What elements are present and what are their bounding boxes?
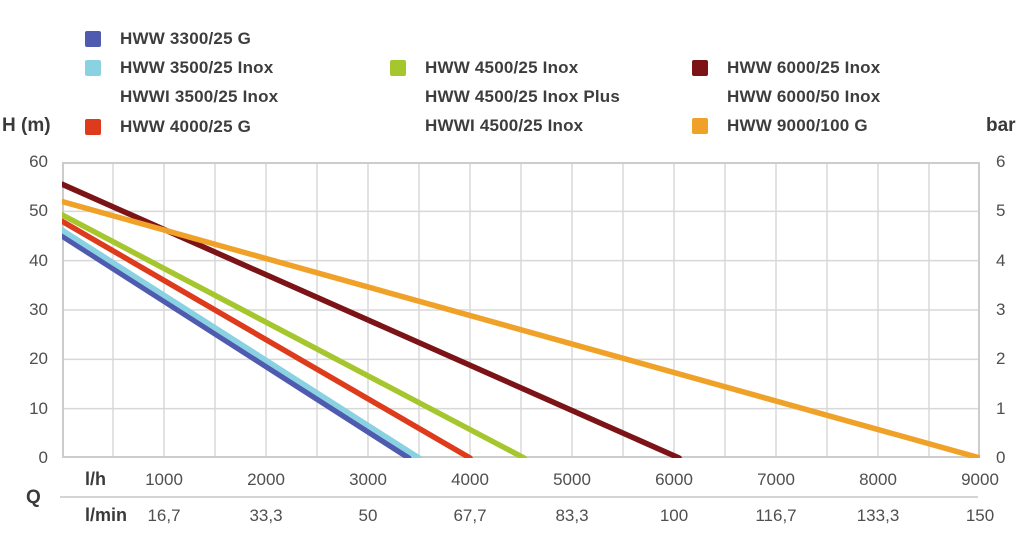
legend-swatch-spacer xyxy=(390,89,406,105)
legend-swatch xyxy=(692,59,708,76)
x-tick-lh-6000: 6000 xyxy=(655,470,693,489)
legend-item: HWW 6000/25 Inox xyxy=(692,57,881,77)
legend-swatch xyxy=(390,59,406,76)
x-tick-lh-7000: 7000 xyxy=(757,470,795,489)
legend-swatch xyxy=(692,118,708,135)
y-tick-m-30: 30 xyxy=(29,300,48,319)
legend-item: HWW 6000/50 Inox xyxy=(692,86,881,106)
plot-area xyxy=(62,162,980,458)
legend-item-label: HWWI 3500/25 Inox xyxy=(120,87,279,107)
series-line-hww-4000-25-g xyxy=(62,218,473,458)
legend-item: HWW 3300/25 G xyxy=(85,28,252,48)
x-tick-lmin-16,7: 16,7 xyxy=(147,506,181,525)
x-tick-lh-9000: 9000 xyxy=(961,470,999,489)
x-tick-lmin-83,3: 83,3 xyxy=(555,506,589,525)
x-axis-unit-lh: l/h xyxy=(85,469,106,489)
x-tick-lmin-150: 150 xyxy=(965,506,995,525)
y-tick-m-20: 20 xyxy=(29,349,48,369)
x-tick-lh-8000: 8000 xyxy=(859,470,897,489)
y-tick-bar-3: 3 xyxy=(996,300,1006,319)
x-tick-lh-3000: 3000 xyxy=(349,470,387,489)
x-tick-lmin-116,7: 116,7 xyxy=(755,506,797,525)
y-tick-m-10: 10 xyxy=(29,398,48,418)
x-axis-divider xyxy=(60,496,978,498)
legend-item-label: HWW 3300/25 G xyxy=(120,28,252,48)
y-tick-bar-5: 5 xyxy=(996,201,1006,221)
series-line-hww-3500-25-inox-hwwi-3500-25-inox xyxy=(62,227,422,458)
legend-item-label: HWW 6000/50 Inox xyxy=(727,86,881,106)
x-tick-lmin-100: 100 xyxy=(659,506,689,525)
y-tick-m-60: 60 xyxy=(29,152,48,171)
legend-item-label: HWW 3500/25 Inox xyxy=(120,57,274,77)
series-line-hww-4500-25-inox-inox-plus-hwwi-4500-25-inox xyxy=(62,212,527,458)
legend-item-label: HWW 4500/25 Inox xyxy=(425,57,579,77)
legend-swatch xyxy=(85,118,101,135)
legend-item: HWW 4000/25 G xyxy=(85,116,252,136)
y-tick-m-50: 50 xyxy=(29,201,48,221)
legend-swatch xyxy=(85,59,101,76)
right-axis-title: bar xyxy=(986,115,1016,136)
x-tick-lmin-50: 50 xyxy=(358,506,378,525)
legend-item: HWW 4500/25 Inox xyxy=(390,57,579,77)
x-tick-lh-1000: 1000 xyxy=(145,470,183,489)
legend-item: HWW 4500/25 Inox Plus xyxy=(390,86,621,106)
curves-canvas xyxy=(62,162,980,458)
x-tick-lh-4000: 4000 xyxy=(451,470,489,489)
series-line-hww-9000-100-g xyxy=(62,198,980,458)
legend-item-label: HWW 4500/25 Inox Plus xyxy=(425,86,621,106)
left-axis-title: H (m) xyxy=(2,115,51,136)
legend-swatch-spacer xyxy=(390,118,406,134)
legend-swatch-spacer xyxy=(85,89,101,105)
legend-item-label: HWWI 4500/25 Inox xyxy=(425,116,584,136)
x-axis-unit-lmin: l/min xyxy=(85,505,128,525)
legend-item: HWW 9000/100 G xyxy=(692,116,868,136)
legend-item: HWWI 3500/25 Inox xyxy=(85,87,279,107)
x-tick-lmin-133,3: 133,3 xyxy=(856,506,900,525)
legend-item: HWWI 4500/25 Inox xyxy=(390,116,584,136)
legend-item: HWW 3500/25 Inox xyxy=(85,57,274,77)
q-axis-label: Q xyxy=(26,487,41,508)
y-tick-bar-0: 0 xyxy=(996,448,1006,467)
y-tick-bar-2: 2 xyxy=(996,349,1006,369)
legend-item-label: HWW 4000/25 G xyxy=(120,116,252,136)
series-line-hww-3300-25-g xyxy=(62,233,412,458)
x-tick-lmin-67,7: 67,7 xyxy=(453,506,487,525)
y-tick-bar-6: 6 xyxy=(996,152,1006,171)
legend-item-label: HWW 6000/25 Inox xyxy=(727,57,881,77)
legend-item-label: HWW 9000/100 G xyxy=(727,116,868,136)
x-tick-lmin-33,3: 33,3 xyxy=(249,506,283,525)
legend-swatch xyxy=(85,30,101,47)
legend-swatch-spacer xyxy=(692,89,708,105)
x-tick-lh-2000: 2000 xyxy=(247,470,285,489)
x-tick-lh-5000: 5000 xyxy=(553,470,591,489)
y-tick-bar-1: 1 xyxy=(996,398,1006,418)
y-tick-m-0: 0 xyxy=(38,448,48,467)
y-tick-bar-4: 4 xyxy=(996,250,1006,270)
y-tick-m-40: 40 xyxy=(29,250,48,270)
